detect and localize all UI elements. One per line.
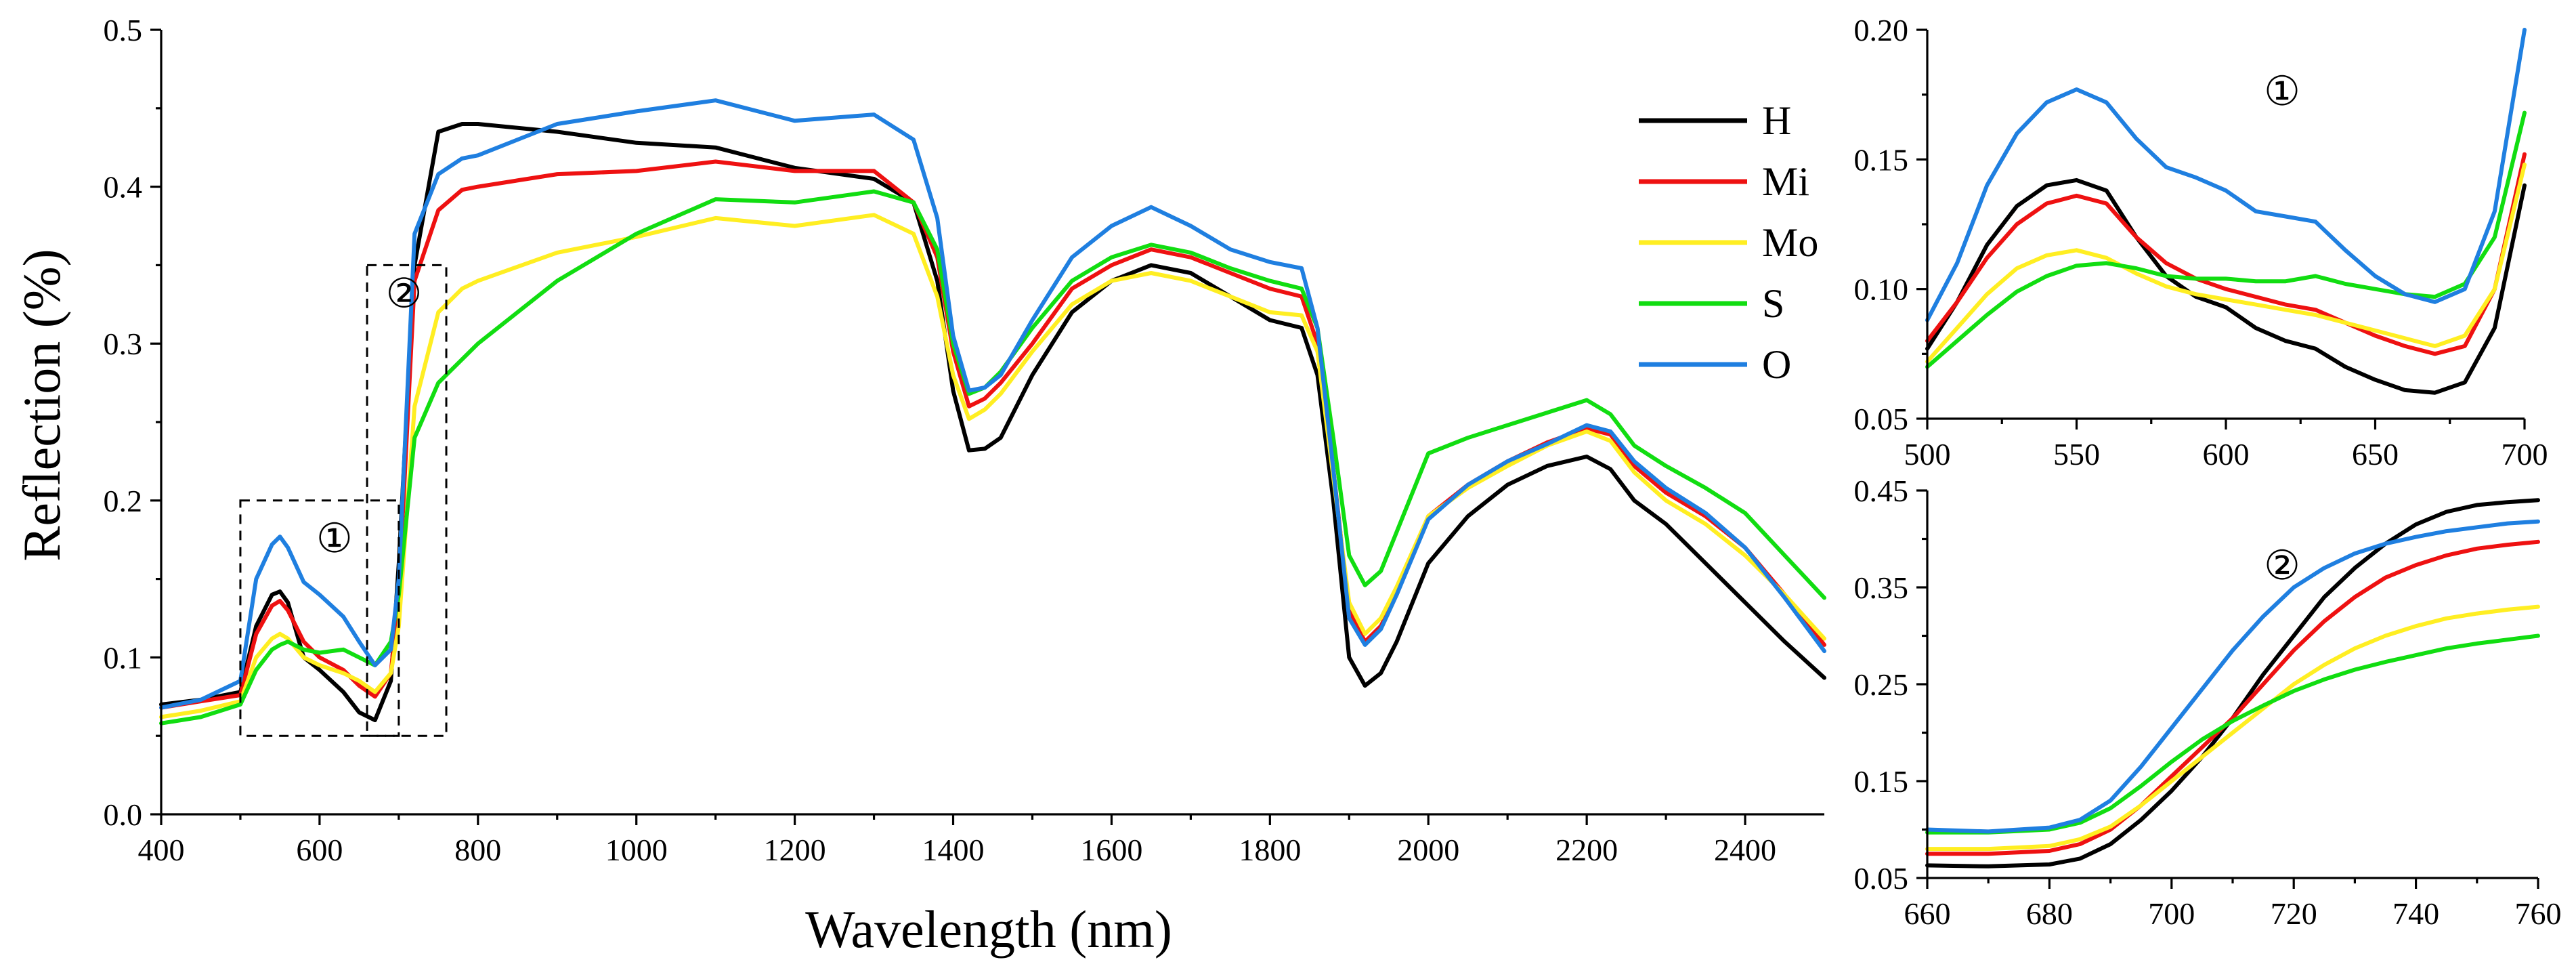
main-y-tick-label: 0.5 [104,13,143,47]
legend-label-mi: Mi [1762,159,1809,204]
main-series-line-h [159,122,1826,722]
inset2-y-tick-label: 0.15 [1854,764,1909,799]
y-axis-title: Reflection (%) [12,249,71,561]
main-x-tick-label: 800 [454,833,501,867]
inset2-x-tick-label: 700 [2148,896,2195,931]
inset2-x-tick-label: 740 [2392,896,2439,931]
inset2-series-line-s [1925,633,2540,835]
inset-chart-2: 660 680 700 720 740 760 0.05 0.15 0.25 0.35 0.45 ② [1854,474,2562,931]
legend-label-s: S [1762,281,1784,326]
inset2-series-group [1925,498,2540,869]
inset1-y-tick-label: 0.15 [1854,142,1909,177]
legend-entry-h: H [1639,98,1791,143]
main-y-tick-label: 0.1 [104,640,143,675]
inset1-y-tick-label: 0.20 [1854,13,1909,47]
zoom-annotations: ①② [239,264,448,737]
inset1-x-tick-label: 650 [2352,437,2399,472]
main-reflection-chart: ①② 400 600 800 1000 1200 1400 1600 1800 2000 2200… [12,13,1826,959]
legend-entry-s: S [1639,281,1784,326]
legend-label-o: O [1762,342,1791,387]
inset2-series-line-h [1925,498,2540,869]
main-x-tick-label: 1000 [605,833,668,867]
inset1-x-tick-label: 600 [2203,437,2250,472]
zoom-label-2: ② [386,271,423,316]
zoom-box-1 [239,499,400,737]
inset2-y-tick-label: 0.25 [1854,667,1909,702]
inset2-series-line-mi [1925,539,2540,856]
zoom-box-2 [366,264,448,737]
main-x-tick-label: 1200 [764,833,826,867]
zoom-label-1: ① [316,516,353,561]
inset1-x-tick-label: 550 [2053,437,2100,472]
main-x-tick-label: 1600 [1080,833,1142,867]
inset2-x-tick-label: 720 [2271,896,2317,931]
inset2-y-tick-label: 0.05 [1854,861,1909,896]
main-x-tick-label: 2200 [1555,833,1618,867]
inset2-y-tick-label: 0.45 [1854,474,1909,508]
inset1-series-line-o [1925,28,2527,322]
inset2-axes: 660 680 700 720 740 760 0.05 0.15 0.25 0.35 0.45 [1854,474,2562,931]
legend-entry-o: O [1639,342,1791,387]
main-x-tick-label: 2400 [1714,833,1776,867]
inset1-series-line-mi [1925,152,2527,356]
inset1-series-line-mo [1925,163,2527,364]
main-x-tick-label: 600 [296,833,343,867]
inset-chart-1: 500 550 600 650 700 0.05 0.10 0.15 0.20 ① [1854,13,2548,472]
inset2-x-tick-label: 680 [2026,896,2073,931]
inset1-y-tick-label: 0.05 [1854,402,1909,436]
main-x-tick-label: 1800 [1239,833,1301,867]
main-y-tick-label: 0.3 [104,327,143,361]
main-x-tick-label: 1400 [922,833,985,867]
inset1-series-line-h [1925,177,2527,395]
inset1-y-tick-label: 0.10 [1854,272,1909,307]
inset2-x-tick-label: 660 [1904,896,1951,931]
main-series-group [159,98,1826,726]
inset1-series-group [1925,28,2527,395]
legend-entry-mo: Mo [1639,220,1818,265]
inset2-x-tick-label: 760 [2515,896,2562,931]
main-axes: 400 600 800 1000 1200 1400 1600 1800 2000 2200 240… [104,13,1824,867]
inset1-axes: 500 550 600 650 700 0.05 0.10 0.15 0.20 [1854,13,2548,472]
legend: H Mi Mo S O [1639,98,1818,387]
main-y-tick-label: 0.2 [104,484,143,518]
main-series-line-mo [159,213,1826,719]
x-axis-title: Wavelength (nm) [805,900,1172,959]
inset1-x-tick-label: 700 [2502,437,2548,472]
inset2-series-line-o [1925,519,2540,834]
inset1-series-line-s [1925,110,2527,369]
inset2-y-tick-label: 0.35 [1854,570,1909,605]
legend-label-h: H [1762,98,1791,143]
inset2-label: ② [2264,543,2300,588]
main-series-line-o [159,98,1826,710]
inset1-label: ① [2264,69,2300,114]
legend-label-mo: Mo [1762,220,1818,265]
main-y-tick-label: 0.4 [104,170,143,205]
main-x-tick-label: 2000 [1397,833,1459,867]
legend-entry-mi: Mi [1639,159,1809,204]
main-y-tick-label: 0.0 [104,797,143,832]
inset2-series-line-mo [1925,604,2540,852]
inset1-x-tick-label: 500 [1904,437,1951,472]
main-x-tick-label: 400 [138,833,185,867]
